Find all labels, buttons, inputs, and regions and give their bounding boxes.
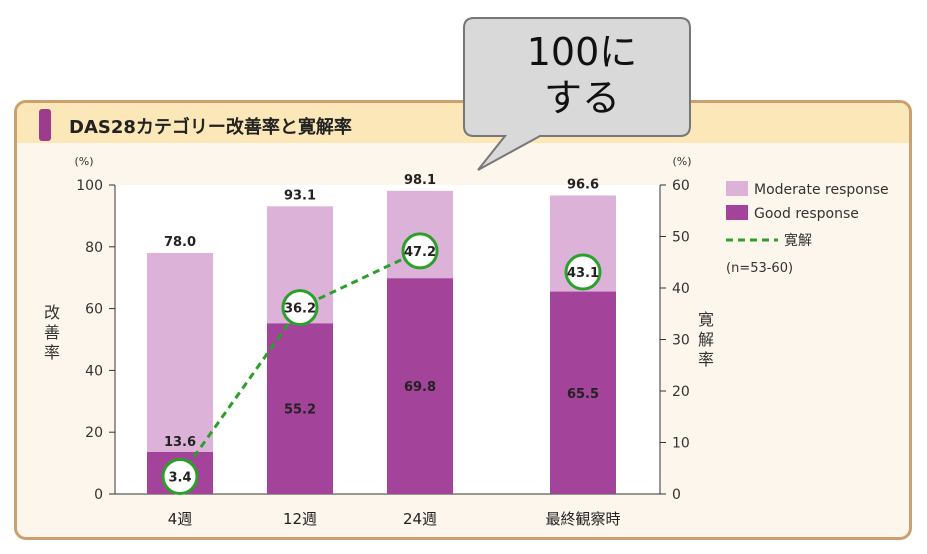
data-label-remission: 47.2 <box>404 245 436 260</box>
y-axis-label-right: 解 <box>698 330 714 349</box>
remission-point <box>564 253 602 291</box>
legend-swatch-good <box>726 205 748 220</box>
y-tick-label-left: 60 <box>85 302 103 318</box>
y-tick-label-left: 40 <box>85 363 103 379</box>
x-tick-label: 12週 <box>283 510 317 528</box>
data-label-good: 13.6 <box>164 435 196 450</box>
y-tick-label-right: 30 <box>672 333 690 349</box>
legend-label-remission: 寛解 <box>784 232 812 249</box>
data-label-moderate: 78.0 <box>164 235 196 250</box>
y-axis-label-right: 寛 <box>698 310 714 329</box>
data-label-good: 69.8 <box>404 380 436 395</box>
data-label-remission: 36.2 <box>284 302 316 317</box>
data-label-remission: 3.4 <box>168 470 191 485</box>
bar-good-response <box>550 291 616 494</box>
legend-swatch-moderate <box>726 181 748 196</box>
bar-good-response <box>267 323 333 494</box>
y-axis-label-left: 善 <box>44 323 60 342</box>
x-tick-label: 4週 <box>168 510 193 528</box>
y-axis-label-left: 率 <box>44 343 60 362</box>
y-tick-label-left: 0 <box>94 487 103 503</box>
y-tick-label-right: 10 <box>672 436 690 452</box>
y-tick-label-right: 60 <box>672 178 690 194</box>
remission-point <box>401 232 439 270</box>
chart-title: DAS28カテゴリー改善率と寛解率 <box>69 117 352 138</box>
bar-good-response <box>387 278 453 494</box>
title-accent <box>39 109 51 141</box>
legend-label-good: Good response <box>754 206 859 222</box>
data-label-remission: 43.1 <box>567 266 599 281</box>
data-label-moderate: 93.1 <box>284 188 316 203</box>
data-label-good: 55.2 <box>284 403 316 418</box>
y-tick-label-right: 40 <box>672 281 690 297</box>
data-label-moderate: 96.6 <box>567 178 599 193</box>
y-axis-label-right: 率 <box>698 350 714 369</box>
y-axis-label-left: 改 <box>44 303 60 322</box>
y-tick-label-left: 80 <box>85 240 103 256</box>
callout-line-1: 100に <box>526 30 638 74</box>
legend-label-moderate: Moderate response <box>754 182 889 198</box>
legend-note: (n=53-60) <box>726 261 793 276</box>
y-tick-label-right: 50 <box>672 230 690 246</box>
data-label-moderate: 98.1 <box>404 173 436 188</box>
y-unit-left: (%) <box>74 155 93 168</box>
x-tick-label: 24週 <box>403 510 437 528</box>
y-tick-label-right: 20 <box>672 384 690 400</box>
data-label-good: 65.5 <box>567 387 599 402</box>
y-tick-label-left: 20 <box>85 425 103 441</box>
y-unit-right: (%) <box>672 155 691 168</box>
remission-point <box>281 289 319 327</box>
x-tick-label: 最終観察時 <box>545 510 620 528</box>
y-tick-label-right: 0 <box>672 487 681 503</box>
callout-bubble <box>463 17 691 171</box>
y-tick-label-left: 100 <box>76 178 103 194</box>
callout-line-2: する <box>543 76 620 120</box>
remission-point <box>161 457 199 495</box>
